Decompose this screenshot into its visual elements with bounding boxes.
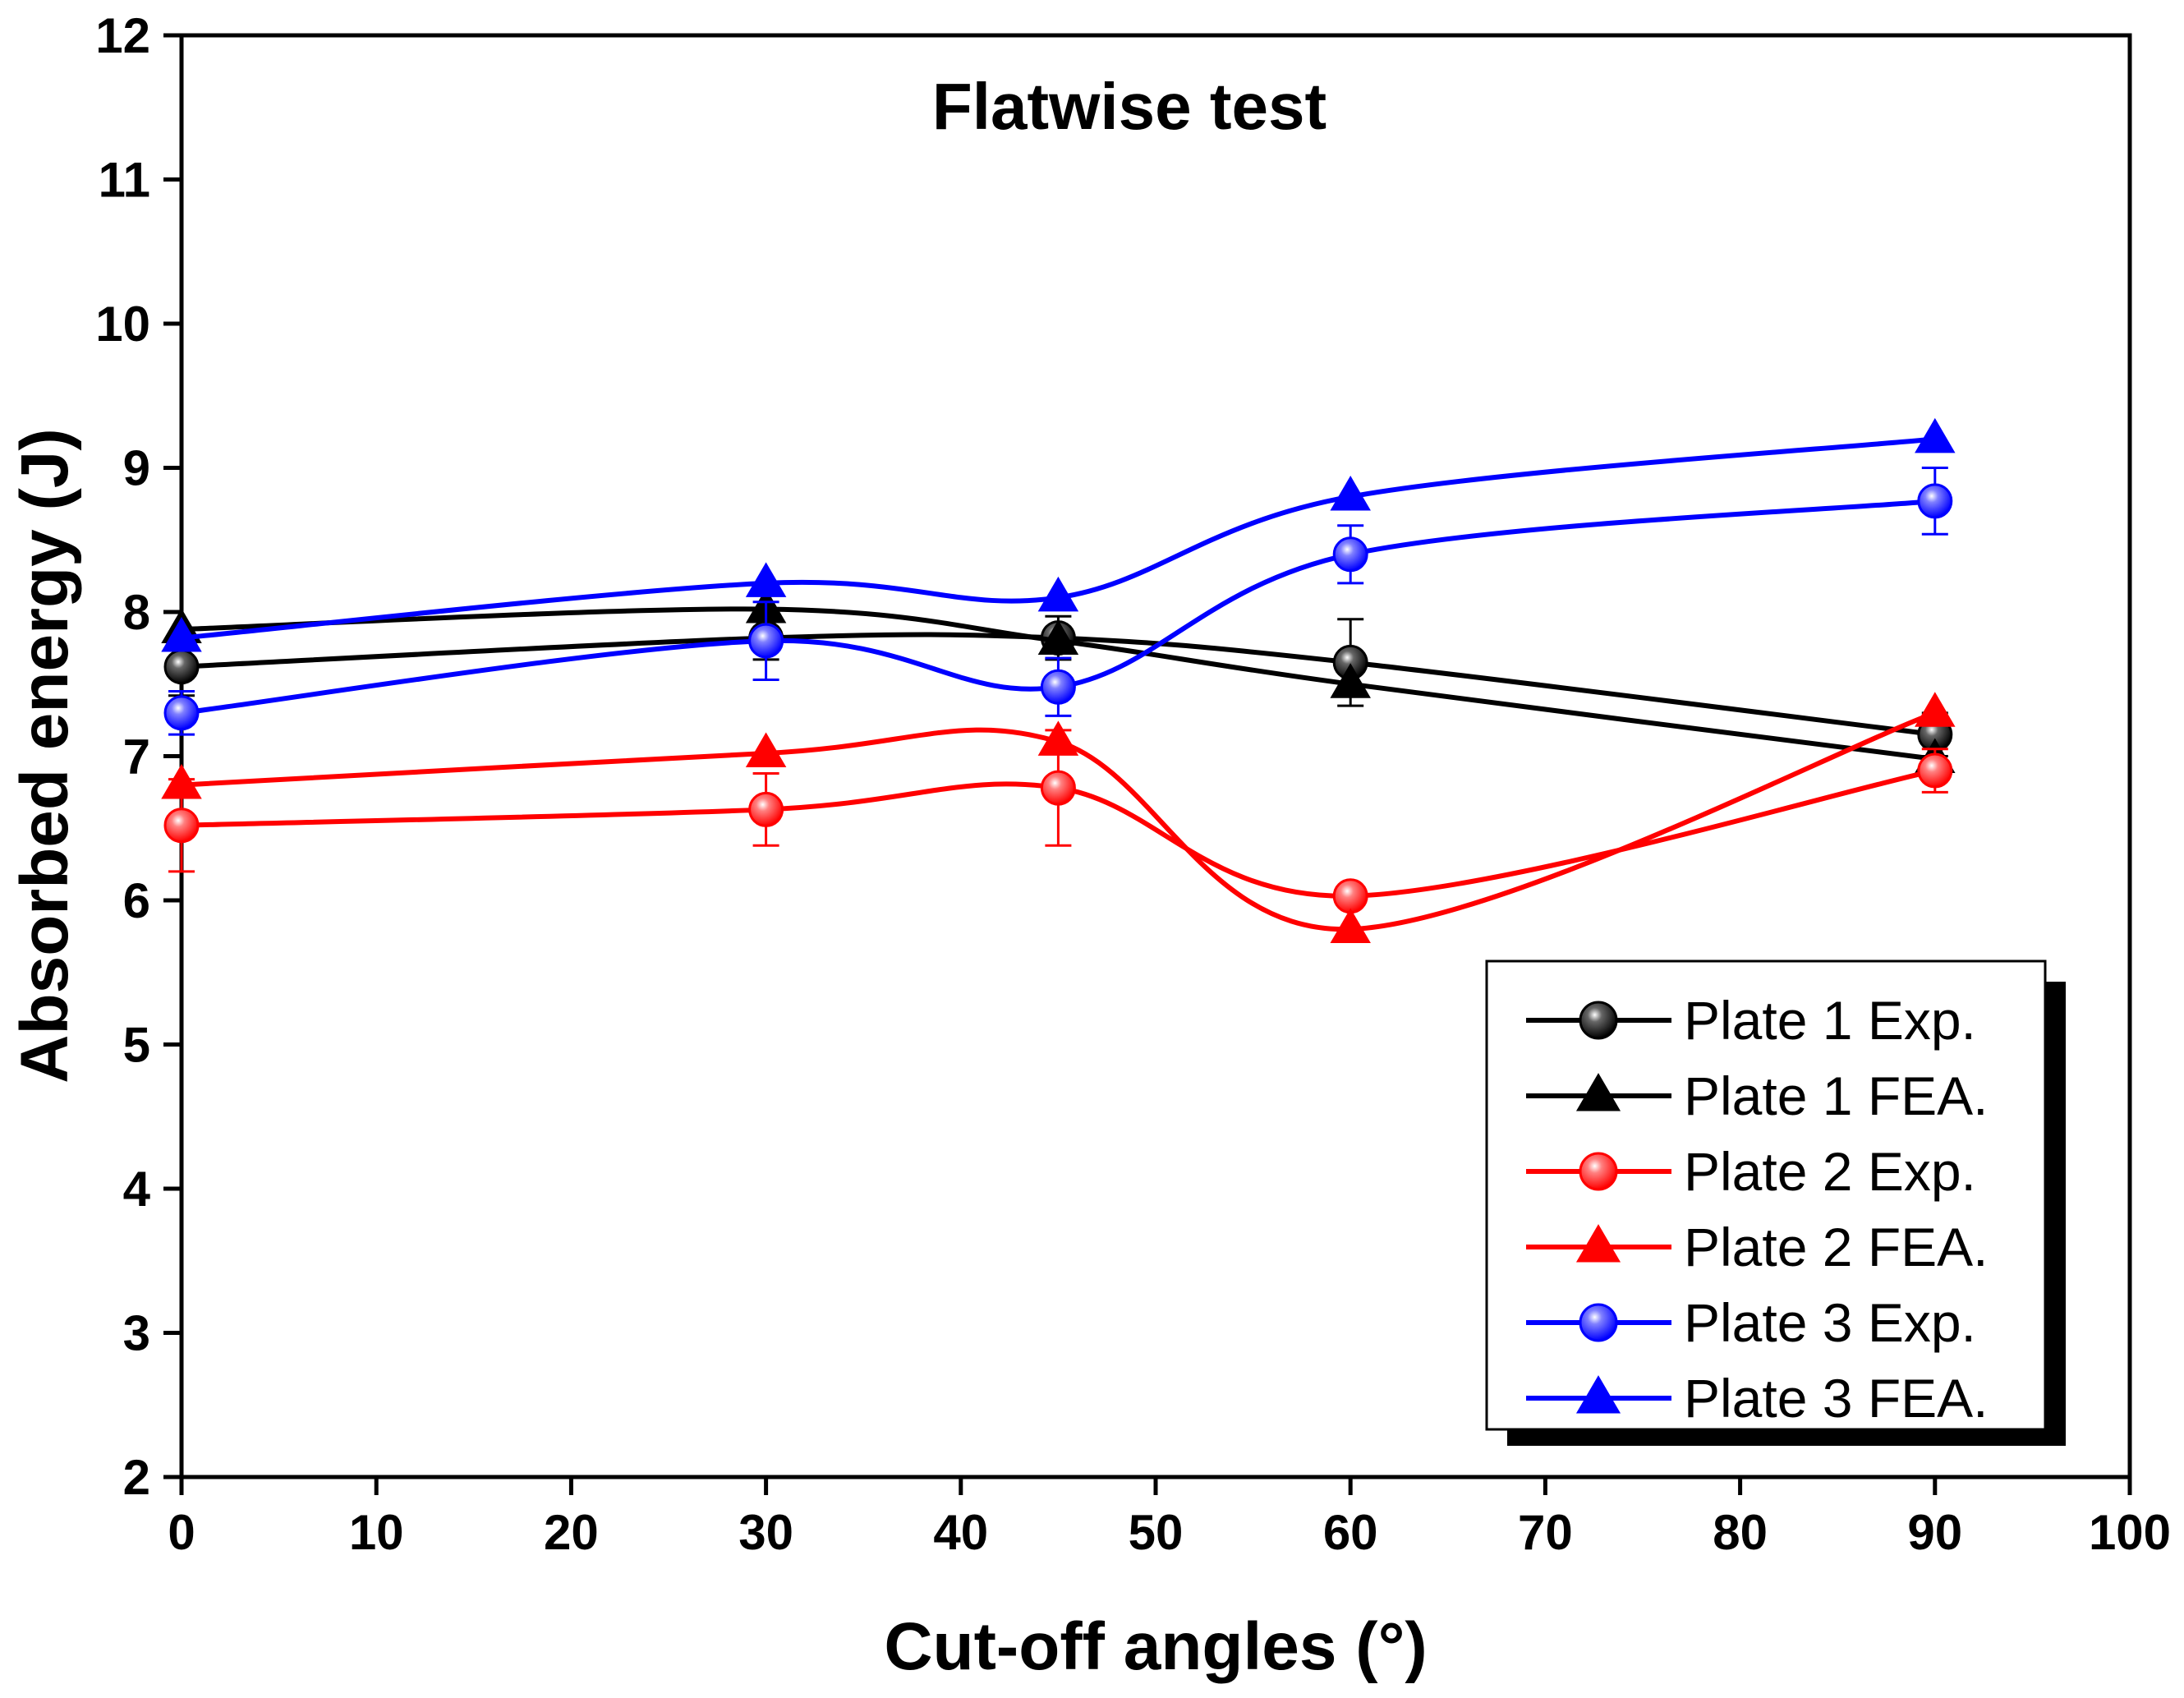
legend-entry: Plate 3 FEA. bbox=[1526, 1368, 1989, 1429]
legend-entry: Plate 1 Exp. bbox=[1526, 990, 1976, 1051]
legend-marker bbox=[1575, 1073, 1621, 1111]
x-tick-label: 30 bbox=[738, 1505, 793, 1560]
data-point bbox=[163, 808, 200, 844]
legend-label: Plate 1 Exp. bbox=[1684, 990, 1976, 1051]
series-plate-3-exp bbox=[163, 467, 1953, 736]
data-point bbox=[163, 695, 200, 731]
data-point bbox=[163, 649, 200, 685]
data-point bbox=[1332, 878, 1368, 914]
data-point bbox=[745, 732, 787, 767]
legend: Plate 1 Exp. Plate 1 FEA. Plate 2 Exp. Plat… bbox=[1485, 959, 2066, 1446]
series-plate-3-fea bbox=[161, 417, 1956, 652]
x-tick-label: 20 bbox=[544, 1505, 599, 1560]
data-point bbox=[161, 617, 202, 652]
x-tick-label: 40 bbox=[933, 1505, 988, 1560]
data-point bbox=[161, 764, 202, 799]
legend-label: Plate 3 Exp. bbox=[1684, 1292, 1976, 1353]
data-point bbox=[1917, 752, 1953, 789]
chart-title: Flatwise test bbox=[932, 70, 1326, 143]
legend-entries: Plate 1 Exp. Plate 1 FEA. Plate 2 Exp. Plat… bbox=[1526, 990, 1989, 1429]
y-tick-label: 5 bbox=[123, 1018, 150, 1073]
x-tick-label: 60 bbox=[1323, 1505, 1378, 1560]
data-point bbox=[1332, 536, 1368, 573]
legend-entry: Plate 1 FEA. bbox=[1526, 1065, 1989, 1126]
x-tick-label: 0 bbox=[168, 1505, 195, 1560]
y-tick-label: 7 bbox=[123, 729, 150, 785]
legend-entry: Plate 2 Exp. bbox=[1526, 1141, 1976, 1202]
data-point bbox=[748, 623, 784, 659]
legend-box bbox=[1485, 959, 2047, 1431]
legend-label: Plate 2 Exp. bbox=[1684, 1141, 1976, 1202]
x-tick-label: 100 bbox=[2089, 1505, 2171, 1560]
y-axis-title: Absorbed energy (J) bbox=[7, 428, 82, 1083]
legend-marker bbox=[1579, 1001, 1618, 1040]
data-point bbox=[1917, 483, 1953, 519]
y-tick-label: 6 bbox=[123, 873, 150, 928]
data-point bbox=[1915, 692, 1956, 727]
y-tick-label: 11 bbox=[99, 153, 150, 208]
legend-marker bbox=[1575, 1224, 1621, 1263]
data-point bbox=[1330, 908, 1371, 944]
y-tick-label: 8 bbox=[123, 585, 150, 640]
data-point bbox=[748, 791, 784, 827]
data-point bbox=[1040, 770, 1076, 806]
y-tick-label: 12 bbox=[95, 8, 150, 63]
y-tick-label: 10 bbox=[95, 297, 150, 352]
y-tick-label: 3 bbox=[123, 1306, 150, 1361]
y-tick-label: 9 bbox=[123, 441, 150, 496]
x-axis-title: Cut-off angles (°) bbox=[884, 1609, 1427, 1684]
data-point bbox=[1330, 663, 1371, 698]
legend-label: Plate 3 FEA. bbox=[1684, 1368, 1989, 1429]
y-tick-label: 4 bbox=[123, 1162, 151, 1217]
data-point bbox=[1037, 576, 1079, 612]
series-plate-2-fea bbox=[161, 692, 1956, 944]
x-tick-label: 90 bbox=[1907, 1505, 1962, 1560]
legend-label: Plate 2 FEA. bbox=[1684, 1217, 1989, 1277]
legend-marker bbox=[1579, 1303, 1618, 1342]
data-point bbox=[1037, 619, 1079, 656]
data-point bbox=[1037, 720, 1079, 756]
y-tick-label: 2 bbox=[123, 1450, 150, 1505]
axes: 0 10 20 30 40 50 60 70 80 90 100 2 3 4 5 6 7 8 9 10 11 12 bbox=[95, 8, 2171, 1560]
series bbox=[161, 417, 1956, 944]
legend-entry: Plate 2 FEA. bbox=[1526, 1217, 1989, 1277]
legend-entry: Plate 3 Exp. bbox=[1526, 1292, 1976, 1353]
x-tick-label: 70 bbox=[1518, 1505, 1573, 1560]
x-tick-label: 10 bbox=[349, 1505, 404, 1560]
legend-marker bbox=[1575, 1375, 1621, 1414]
data-point bbox=[745, 562, 787, 597]
legend-label: Plate 1 FEA. bbox=[1684, 1065, 1989, 1126]
data-point bbox=[1915, 417, 1956, 453]
data-point bbox=[1040, 669, 1076, 705]
legend-marker bbox=[1579, 1152, 1618, 1191]
data-point bbox=[1330, 476, 1371, 511]
x-tick-label: 50 bbox=[1129, 1505, 1184, 1560]
x-tick-label: 80 bbox=[1713, 1505, 1768, 1560]
